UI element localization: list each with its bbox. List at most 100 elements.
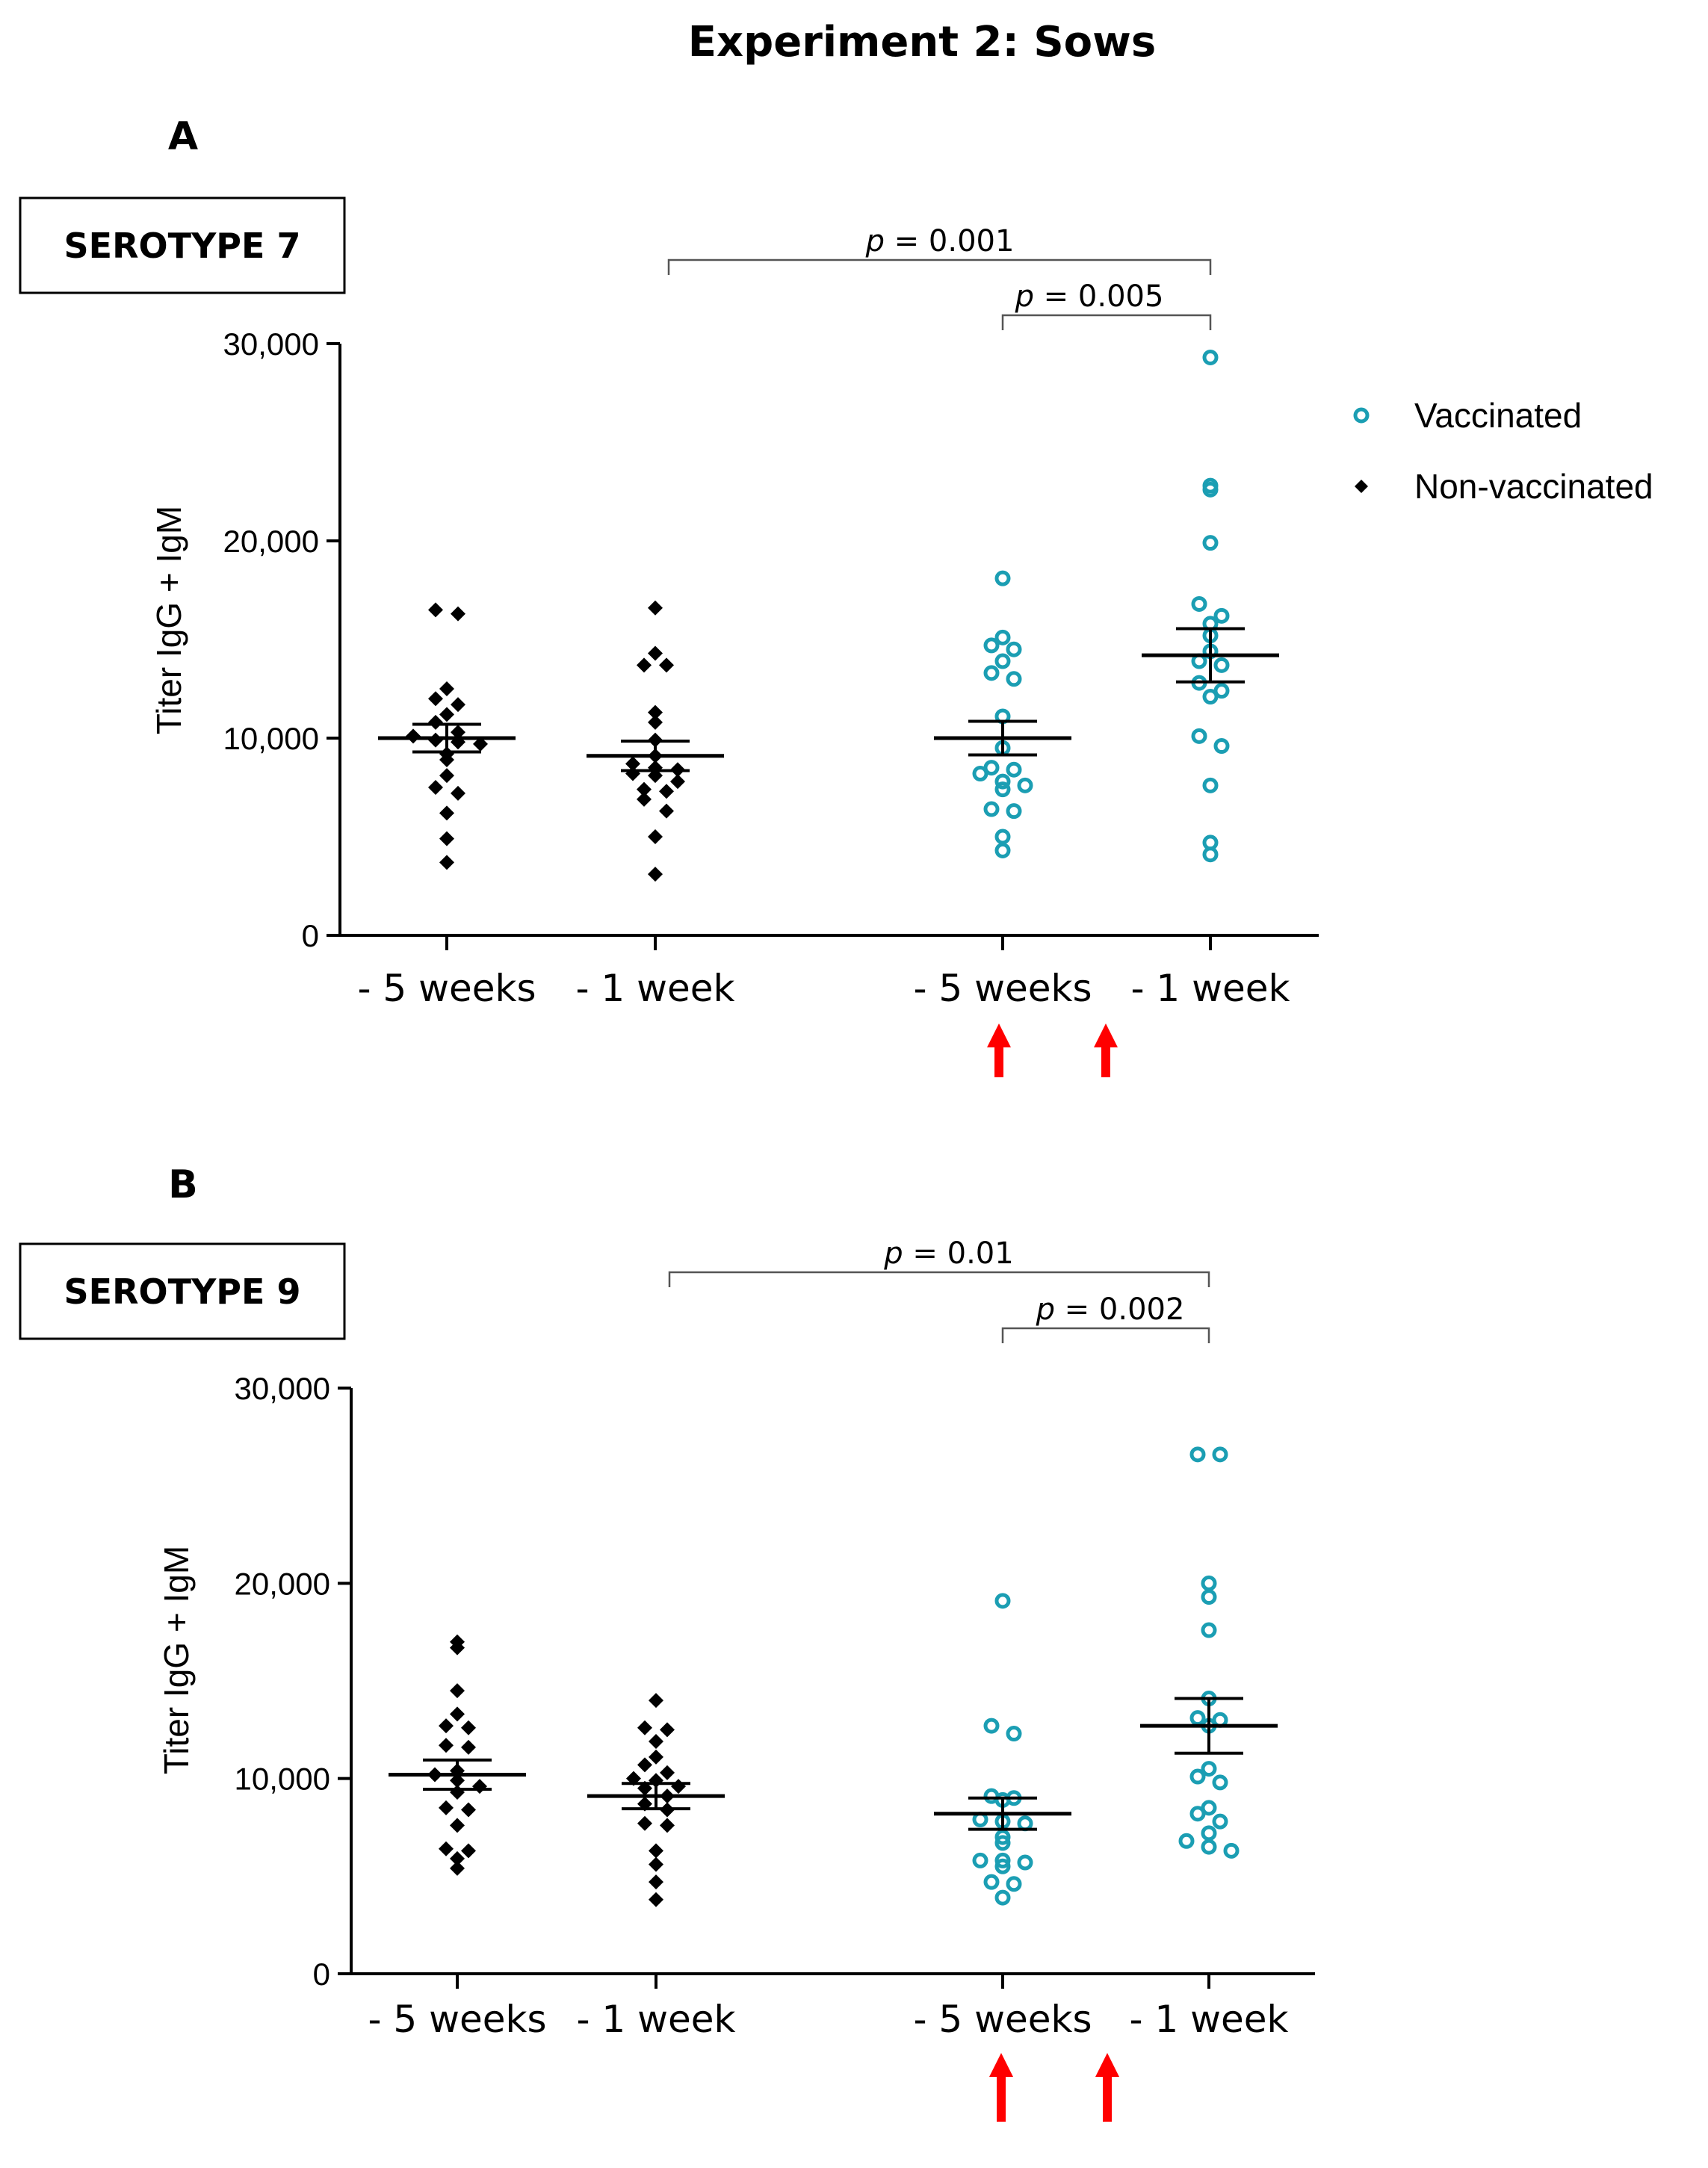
vaccinated-point <box>983 1874 1000 1890</box>
nonvaccinated-point <box>428 780 443 795</box>
nonvaccinated-point <box>451 697 465 713</box>
vaccinated-point <box>994 1858 1011 1874</box>
vaccinated-point <box>1006 1876 1022 1892</box>
nonvaccinated-point <box>473 736 488 752</box>
vaccinated-point <box>1189 1710 1206 1726</box>
p-value: = 0.01 <box>903 1236 1014 1271</box>
nonvaccinated-point <box>659 657 674 673</box>
vaccinated-point <box>1006 641 1022 657</box>
panel-a-serotype-box <box>19 196 346 294</box>
nonvaccinated-point <box>637 657 652 673</box>
vaccinated-point <box>1213 607 1230 624</box>
nonvaccinated-point <box>648 645 663 661</box>
legend: Vaccinated Non-vaccinated <box>1353 396 1653 506</box>
vaccinated-point <box>1189 1446 1206 1463</box>
nonvaccinated-point <box>451 785 465 801</box>
vaccinated-point <box>983 801 1000 817</box>
legend-vaccinated-marker <box>1353 407 1370 424</box>
p-value: = 0.005 <box>1034 279 1163 314</box>
nonvaccinated-point <box>637 781 652 797</box>
p-value: = 0.001 <box>885 224 1014 258</box>
vaccinated-point <box>994 653 1011 669</box>
vaccinated-point <box>1006 803 1022 820</box>
vaccinated-point <box>1202 777 1219 793</box>
nonvaccinated-point <box>439 707 454 722</box>
x-category-label: - 1 week <box>576 1998 735 2041</box>
nonvaccinated-point <box>649 1749 663 1765</box>
vaccinated-point <box>1202 689 1219 705</box>
nonvaccinated-point <box>671 1779 686 1794</box>
x-category-label: - 5 weeks <box>913 1998 1092 2041</box>
vaccinated-point <box>1201 1589 1217 1605</box>
y-tick-label: 30,000 <box>235 1371 330 1406</box>
nonvaccinated-point <box>659 784 674 799</box>
y-tick-label: 20,000 <box>223 524 319 559</box>
p-value-label: p = 0.002 <box>1036 1292 1185 1327</box>
y-tick-label: 10,000 <box>223 721 319 756</box>
x-category-label: - 1 week <box>575 967 734 1010</box>
vaccinated-point <box>983 637 1000 654</box>
vaccinated-point <box>972 1852 988 1868</box>
panel-a-letter: A <box>168 114 198 159</box>
p-symbol: p <box>865 224 885 258</box>
significance-bracket <box>1001 1327 1210 1343</box>
nonvaccinated-point <box>439 1738 454 1753</box>
vaccinated-point <box>994 629 1011 645</box>
nonvaccinated-point <box>439 1841 454 1856</box>
nonvaccinated-point <box>450 1634 465 1650</box>
nonvaccinated-point <box>439 1800 454 1815</box>
legend-nonvaccinated-label: Non-vaccinated <box>1414 467 1653 506</box>
nonvaccinated-point <box>461 1843 476 1859</box>
figure-title: Experiment 2: Sows <box>688 18 1156 66</box>
vaccinated-point <box>994 1593 1011 1609</box>
vaccinated-point <box>1017 1854 1033 1871</box>
y-tick-label: 30,000 <box>223 326 319 362</box>
p-value-label: p = 0.005 <box>1015 279 1164 314</box>
nonvaccinated-point <box>660 1722 675 1738</box>
panel-b-serotype-label: SEROTYPE 9 <box>64 1272 301 1312</box>
vaccinated-point <box>1202 477 1219 494</box>
vaccinated-point <box>1213 683 1230 699</box>
nonvaccinated-point <box>660 1818 675 1833</box>
nonvaccinated-point <box>649 1874 663 1890</box>
vaccinated-point <box>1201 1622 1217 1638</box>
vaccinated-point <box>983 1788 1000 1804</box>
vaccinated-point <box>1202 834 1219 851</box>
legend-nonvaccinated-marker <box>1355 480 1368 493</box>
vaccinated-point <box>1213 738 1230 755</box>
nonvaccinated-point <box>670 774 685 790</box>
vaccinated-point <box>994 773 1011 790</box>
vaccinated-point <box>994 842 1011 858</box>
y-tick-label: 10,000 <box>235 1762 330 1797</box>
vaccinated-point <box>994 1889 1011 1906</box>
p-value-label: p = 0.001 <box>865 224 1015 258</box>
nonvaccinated-point <box>649 1734 663 1750</box>
nonvaccinated-point <box>428 691 443 707</box>
panel-b-y-axis-label: Titer IgG + IgM <box>157 1546 196 1774</box>
vaccination-arrow-icon <box>1095 2053 1119 2122</box>
nonvaccinated-point <box>625 756 640 772</box>
vaccinated-point <box>1212 1446 1228 1463</box>
p-value-label: p = 0.01 <box>883 1236 1013 1271</box>
vaccinated-point <box>994 1829 1011 1845</box>
nonvaccinated-point <box>450 1683 465 1699</box>
vaccinated-point <box>972 766 988 782</box>
significance-bracket <box>668 1271 1210 1287</box>
nonvaccinated-point <box>451 606 465 622</box>
nonvaccinated-point <box>649 1843 663 1859</box>
x-category-label: - 5 weeks <box>357 967 536 1010</box>
significance-bracket <box>667 258 1212 275</box>
nonvaccinated-point <box>406 728 421 744</box>
vaccinated-point <box>1191 595 1207 612</box>
nonvaccinated-point <box>648 867 663 882</box>
y-tick-label: 0 <box>302 918 319 953</box>
nonvaccinated-point <box>428 602 443 618</box>
vaccinated-point <box>1213 657 1230 673</box>
nonvaccinated-point <box>461 1739 476 1755</box>
nonvaccinated-point <box>472 1779 487 1794</box>
p-symbol: p <box>1036 1292 1055 1327</box>
vaccinated-point <box>1212 1813 1228 1830</box>
nonvaccinated-point <box>439 746 454 762</box>
nonvaccinated-point <box>451 725 465 740</box>
nonvaccinated-point <box>450 1850 465 1866</box>
